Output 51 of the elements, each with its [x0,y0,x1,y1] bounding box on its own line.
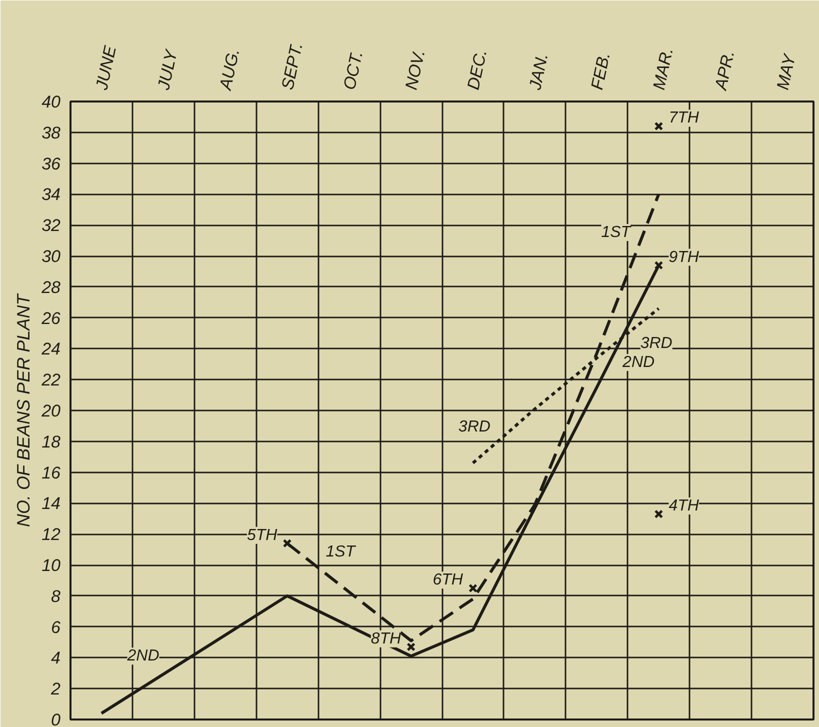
y-tick-label: 4 [51,648,61,668]
y-tick-label: 6 [51,618,62,637]
point [282,538,292,548]
x-tick-label: JUNE [92,43,120,92]
series-label: 9TH [668,248,700,266]
y-tick-label: 2 [50,680,62,699]
y-tick-label: 32 [42,216,62,236]
x-tick-label: NOV. [402,48,429,92]
x-tick-label: JULY [154,46,182,92]
x-tick-label: APR. [711,48,738,92]
x-tick-label: JAN. [525,51,552,92]
series-label: 4TH [668,498,700,515]
point [654,510,664,518]
y-tick-label: 22 [40,370,62,390]
y-tick-label: 24 [40,340,61,359]
y-tick-label: 0 [51,710,62,727]
y-tick-label: 34 [42,185,61,204]
series-label: 6TH [432,572,464,589]
y-tick-label: 14 [42,494,61,514]
y-tick-label: 26 [40,308,62,328]
x-tick-label: SEPT. [278,40,306,92]
y-tick-label: 8 [51,586,62,606]
text: 2ND [127,648,160,665]
series-label: 3RD [458,418,491,436]
series-label: 5TH [246,526,278,544]
y-tick-label: 28 [40,278,62,297]
series-label: 2ND [622,354,656,371]
x-tick-label: FEB. [588,50,614,92]
x-tick-label: MAR. [649,46,677,92]
x-tick-label: MAY [773,51,800,92]
x-tick-label: OCT. [340,49,367,92]
y-tick-label: 38 [42,123,62,142]
x-tick-label: DEC. [464,48,491,92]
point [468,584,478,593]
y-tick-label: 16 [42,463,62,482]
text: 3RD [640,335,672,352]
y-tick-label: 36 [42,154,62,174]
y-axis-title: NO. OF BEANS PER PLANT [14,292,34,528]
text: 1ST [326,544,356,561]
y-tick-label: 20 [40,402,62,420]
point [654,122,664,131]
series-label: 7TH [668,110,700,127]
series-label: 1ST [601,224,632,242]
point [406,642,416,652]
y-tick-label: 12 [42,525,62,544]
series-label: 8TH [370,630,402,648]
y-tick-label: 18 [42,432,62,452]
x-tick-label: AUG. [216,46,244,92]
y-tick-label: 40 [42,92,62,112]
y-tick-label: 30 [42,247,62,266]
y-tick-label: 10 [42,556,62,575]
